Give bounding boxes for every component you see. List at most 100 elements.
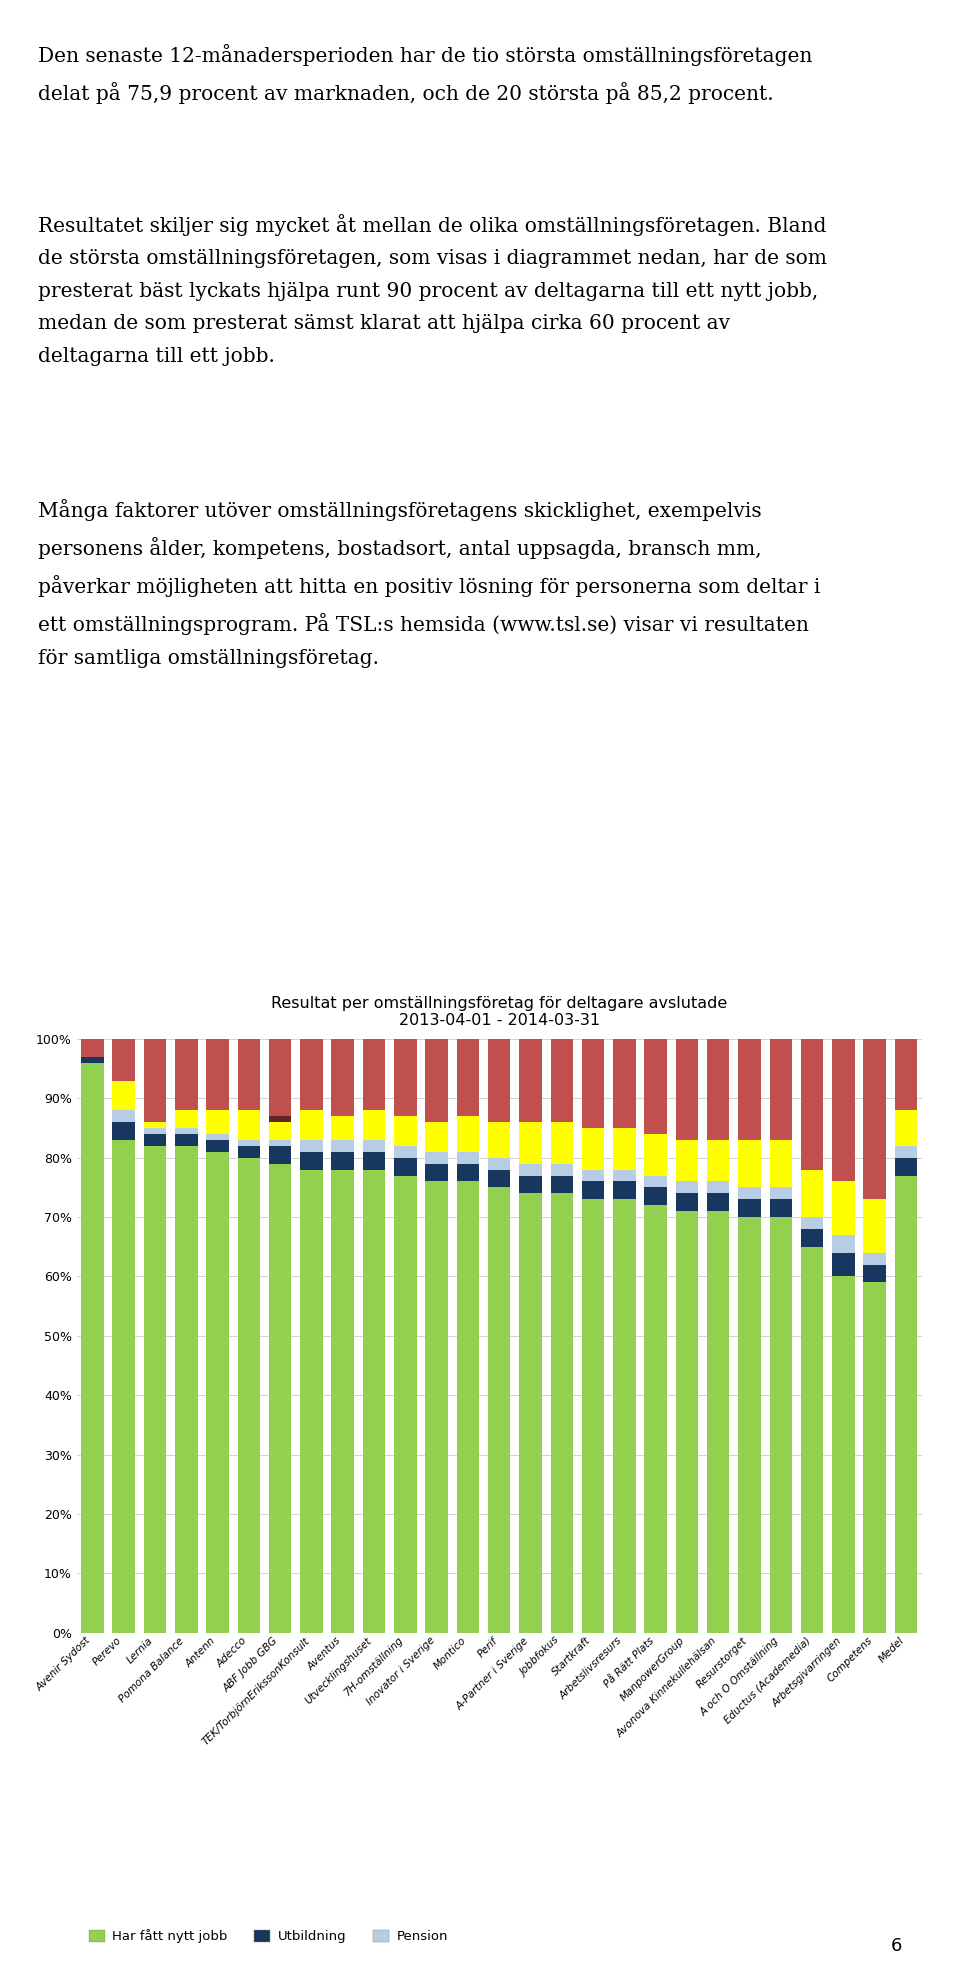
Bar	[801, 1039, 824, 1170]
Bar	[676, 1039, 698, 1140]
Bar	[895, 1176, 917, 1633]
Bar	[519, 1193, 541, 1633]
Bar	[238, 1146, 260, 1158]
Bar	[363, 1152, 385, 1170]
Bar	[550, 1039, 573, 1122]
Bar	[144, 1039, 166, 1122]
Bar	[895, 1158, 917, 1176]
Bar	[770, 1039, 792, 1140]
Bar	[863, 1265, 886, 1282]
Bar	[519, 1039, 541, 1122]
Bar	[863, 1199, 886, 1253]
Bar	[895, 1039, 917, 1110]
Bar	[644, 1187, 667, 1205]
Bar	[144, 1122, 166, 1128]
Bar	[707, 1039, 730, 1140]
Bar	[300, 1140, 323, 1152]
Bar	[82, 1057, 104, 1063]
Text: Många faktorer utöver omställningsföretagens skicklighet, exempelvis
personens å: Många faktorer utöver omställningsföreta…	[38, 499, 821, 667]
Bar	[832, 1276, 854, 1633]
Bar	[269, 1122, 292, 1140]
Bar	[394, 1176, 417, 1633]
Bar	[82, 1039, 104, 1057]
Bar	[801, 1229, 824, 1247]
Bar	[582, 1128, 605, 1170]
Bar	[425, 1181, 448, 1633]
Bar	[300, 1170, 323, 1633]
Bar	[644, 1134, 667, 1176]
Bar	[676, 1140, 698, 1181]
Bar	[363, 1140, 385, 1152]
Bar	[269, 1116, 292, 1122]
Bar	[582, 1181, 605, 1199]
Bar	[112, 1081, 135, 1110]
Bar	[363, 1039, 385, 1110]
Bar	[707, 1211, 730, 1633]
Bar	[82, 1063, 104, 1633]
Bar	[613, 1128, 636, 1170]
Bar	[550, 1193, 573, 1633]
Bar	[832, 1181, 854, 1235]
Bar	[112, 1140, 135, 1633]
Bar	[488, 1187, 511, 1633]
Bar	[801, 1170, 824, 1217]
Bar	[425, 1039, 448, 1122]
Bar	[363, 1170, 385, 1633]
Bar	[895, 1146, 917, 1158]
Bar	[175, 1146, 198, 1633]
Bar	[832, 1039, 854, 1181]
Bar	[738, 1039, 760, 1140]
Bar	[206, 1134, 228, 1140]
Bar	[832, 1235, 854, 1253]
Bar	[738, 1217, 760, 1633]
Bar	[895, 1110, 917, 1146]
Bar	[269, 1164, 292, 1633]
Bar	[144, 1134, 166, 1146]
Bar	[801, 1217, 824, 1229]
Bar	[519, 1164, 541, 1176]
Text: Den senaste 12-månadersperioden har de tio största omställningsföretagen
delat p: Den senaste 12-månadersperioden har de t…	[38, 44, 813, 103]
Bar	[238, 1158, 260, 1633]
Bar	[613, 1039, 636, 1128]
Bar	[707, 1181, 730, 1193]
Bar	[331, 1152, 354, 1170]
Bar	[300, 1039, 323, 1110]
Bar	[582, 1170, 605, 1181]
Bar	[770, 1199, 792, 1217]
Bar	[644, 1176, 667, 1187]
Bar	[707, 1140, 730, 1181]
Bar	[770, 1187, 792, 1199]
Bar	[238, 1140, 260, 1146]
Bar	[488, 1039, 511, 1122]
Bar	[112, 1122, 135, 1140]
Bar	[238, 1110, 260, 1140]
Bar	[863, 1253, 886, 1265]
Bar	[457, 1152, 479, 1164]
Bar	[457, 1181, 479, 1633]
Bar	[676, 1193, 698, 1211]
Bar	[738, 1140, 760, 1187]
Bar	[582, 1039, 605, 1128]
Bar	[112, 1039, 135, 1081]
Bar	[112, 1110, 135, 1122]
Bar	[394, 1146, 417, 1158]
Bar	[331, 1170, 354, 1633]
Bar	[707, 1193, 730, 1211]
Bar	[519, 1122, 541, 1164]
Bar	[300, 1152, 323, 1170]
Bar	[582, 1199, 605, 1633]
Bar	[331, 1116, 354, 1140]
Bar	[269, 1140, 292, 1146]
Bar	[550, 1164, 573, 1176]
Bar	[488, 1122, 511, 1158]
Bar	[331, 1140, 354, 1152]
Bar	[238, 1039, 260, 1110]
Bar	[206, 1039, 228, 1110]
Bar	[394, 1039, 417, 1116]
Bar	[331, 1039, 354, 1116]
Bar	[144, 1128, 166, 1134]
Bar	[613, 1181, 636, 1199]
Bar	[300, 1110, 323, 1140]
Bar	[832, 1253, 854, 1276]
Bar	[175, 1134, 198, 1146]
